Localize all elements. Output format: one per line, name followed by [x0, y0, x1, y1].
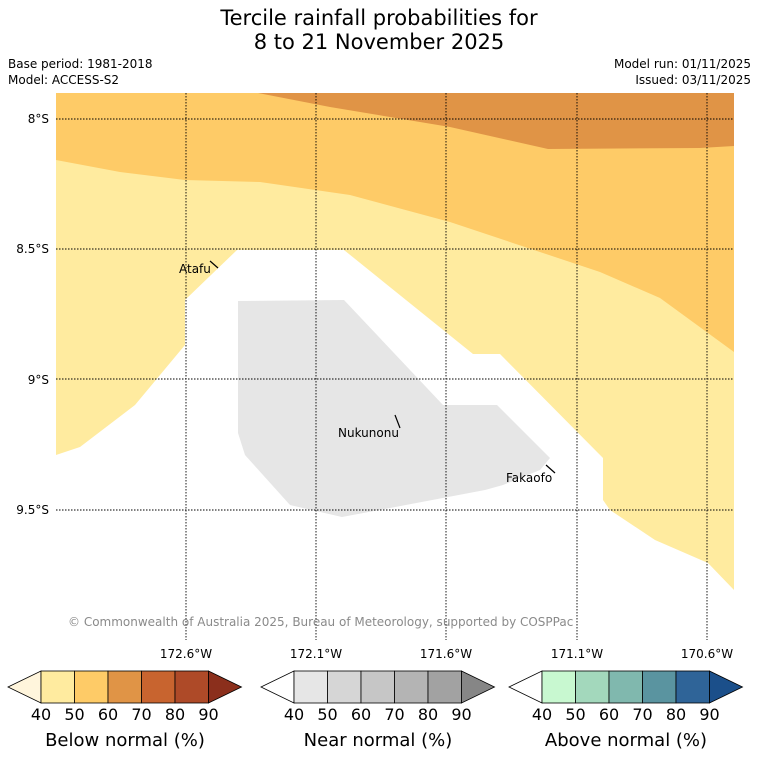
colorbar-segment	[541, 670, 576, 704]
model-run: Model run: 01/11/2025	[613, 57, 751, 71]
fakaofo-marker	[545, 464, 556, 474]
colorbar-near-normal	[260, 670, 496, 704]
lon-label: 172.6°W	[160, 647, 212, 661]
colorbar-tick-label: 80	[164, 705, 186, 724]
place-fakaofo: Fakaofo	[506, 471, 552, 485]
colorbar-tick-label: 80	[417, 705, 439, 724]
colorbar-tick-label: 70	[384, 705, 405, 724]
colorbar-tick-label: 90	[699, 705, 720, 724]
colorbar-above-normal	[508, 670, 744, 704]
copyright-notice: © Commonwealth of Australia 2025, Bureau…	[68, 615, 573, 629]
colorbar-segment	[141, 670, 176, 704]
colorbar-segment	[360, 670, 395, 704]
colorbar-segment	[642, 670, 677, 704]
lon-label: 170.6°W	[681, 647, 733, 661]
chart-title-line2: 8 to 21 November 2025	[253, 30, 505, 54]
colorbar-extend-low	[7, 670, 42, 704]
colorbar-segment	[107, 670, 142, 704]
lat-label: 8.5°S	[16, 242, 49, 256]
colorbar-segment	[608, 670, 643, 704]
colorbar-extend-high	[208, 670, 243, 704]
colorbar-extend-high	[709, 670, 744, 704]
colorbar-segment	[293, 670, 328, 704]
lon-label: 171.6°W	[420, 647, 472, 661]
colorbar-segment	[427, 670, 462, 704]
colorbar-tick-label: 90	[198, 705, 219, 724]
colorbar-tick-label: 50	[317, 705, 338, 724]
colorbar-tick-label: 40	[283, 705, 305, 724]
colorbar-segment	[327, 670, 362, 704]
below-70-region	[258, 93, 734, 149]
colorbar-tick-label: 60	[350, 705, 372, 724]
place-nukunonu: Nukunonu	[338, 426, 399, 440]
colorbar-above-label: Above normal (%)	[544, 730, 708, 751]
lon-label: 172.1°W	[290, 647, 342, 661]
colorbar-below-normal	[7, 670, 243, 704]
colorbar-tick-label: 80	[665, 705, 687, 724]
place-atafu: Atafu	[179, 262, 211, 276]
colorbar-tick-label: 50	[565, 705, 586, 724]
model-name: Model: ACCESS-S2	[8, 73, 120, 87]
chart-title-line1: Tercile rainfall probabilities for	[220, 6, 538, 30]
colorbar-tick-label: 40	[531, 705, 553, 724]
colorbar-segment	[174, 670, 209, 704]
colorbar-below-label: Below normal (%)	[45, 730, 205, 751]
colorbar-tick-label: 70	[131, 705, 152, 724]
colorbar-extend-high	[461, 670, 496, 704]
colorbar-segment	[74, 670, 109, 704]
colorbar-extend-low	[508, 670, 543, 704]
colorbar-tick-label: 70	[632, 705, 653, 724]
colorbar-segment	[40, 670, 75, 704]
colorbar-near-label: Near normal (%)	[303, 730, 453, 751]
lat-label: 9°S	[28, 373, 49, 387]
colorbar-segment	[675, 670, 710, 704]
lon-label: 171.1°W	[551, 647, 603, 661]
atafu-marker	[209, 260, 219, 269]
colorbar-tick-label: 90	[451, 705, 472, 724]
colorbar-tick-label: 60	[97, 705, 119, 724]
colorbar-tick-label: 60	[598, 705, 620, 724]
nukunonu-marker	[394, 414, 401, 429]
colorbar-tick-label: 40	[30, 705, 52, 724]
base-period: Base period: 1981-2018	[8, 57, 153, 71]
lat-label: 8°S	[28, 112, 49, 126]
colorbar-extend-low	[260, 670, 295, 704]
issued-date: Issued: 03/11/2025	[635, 73, 751, 87]
colorbar-tick-label: 50	[64, 705, 85, 724]
colorbar-segment	[394, 670, 429, 704]
lat-label: 9.5°S	[16, 503, 49, 517]
below-60-region	[56, 93, 734, 352]
colorbar-segment	[575, 670, 610, 704]
